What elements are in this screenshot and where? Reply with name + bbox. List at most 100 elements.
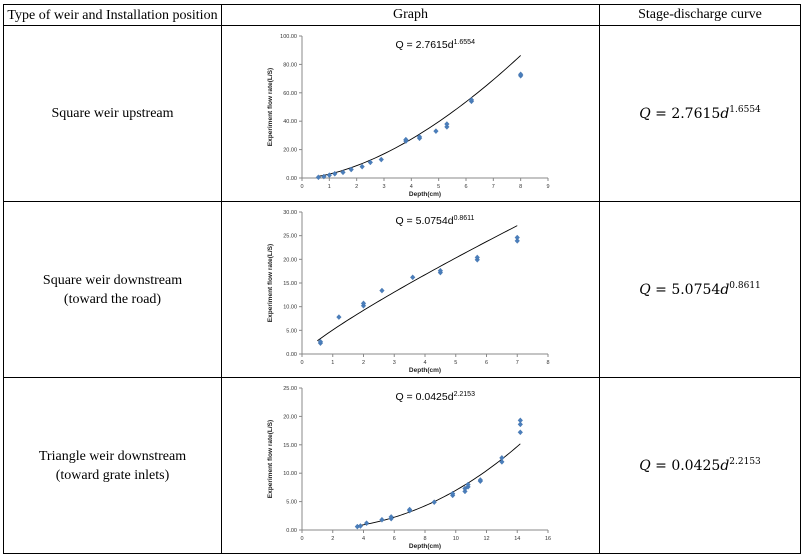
y-tick-label: 20.00	[283, 414, 297, 420]
x-tick-label: 3	[382, 184, 385, 190]
x-tick-label: 2	[355, 184, 358, 190]
data-point	[468, 96, 474, 103]
y-tick-label: 25.00	[283, 386, 297, 392]
y-tick-label: 30.00	[283, 210, 297, 216]
y-tick-label: 5.00	[286, 499, 297, 505]
data-point	[498, 458, 504, 465]
x-tick-label: 5	[437, 184, 440, 190]
weir-type-cell: Triangle weir downstream (toward grate i…	[3, 377, 222, 554]
data-point	[437, 267, 443, 274]
table-row: Square weir downstream (toward the road)…	[3, 201, 801, 378]
header-type: Type of weir and Installation position	[3, 4, 222, 26]
stage-discharge-equation: Q = 0.0425d2.2153	[639, 456, 761, 474]
table-row: Triangle weir downstream (toward grate i…	[3, 377, 801, 554]
graph-cell: 0.00 5.00 10.00 15.00 20.00 25.00 0 2 4 6 8 10 12 14 1…	[221, 377, 600, 554]
x-tick-label: 0	[300, 536, 303, 542]
chart-2: 0.00 5.00 10.00 15.00 20.00 25.00 30.00 0 1 2 3 4 5 6…	[267, 210, 550, 374]
data-point	[474, 254, 480, 260]
x-tick-label: 4	[361, 536, 364, 542]
fit-equation-label: Q = 5.0754d0.8611	[395, 215, 474, 227]
data-point	[378, 287, 385, 293]
results-table: Type of weir and Installation position G…	[3, 4, 801, 554]
data-point	[378, 156, 384, 162]
weir-type-cell: Square weir downstream (toward the road)	[3, 201, 222, 378]
data-point	[416, 133, 422, 140]
y-tick-label: 0.00	[286, 352, 297, 358]
header-curve: Stage-discharge curve	[599, 4, 801, 26]
data-point	[431, 498, 437, 505]
data-point	[517, 421, 523, 427]
x-tick-label: 14	[514, 536, 520, 542]
graph-cell: 0.00 20.00 40.00 60.00 80.00 100.00 0 1 2 3 4 5 6 7 8 9…	[221, 25, 600, 202]
fit-curve	[317, 54, 521, 177]
x-tick-label: 2	[361, 360, 364, 366]
x-tick-label: 4	[409, 184, 412, 190]
fit-curve	[356, 442, 521, 526]
data-point	[461, 488, 468, 494]
data-point	[514, 237, 520, 244]
data-point	[367, 159, 373, 165]
y-tick-label: 10.00	[283, 471, 297, 477]
y-tick-label: 0.00	[286, 176, 297, 182]
weir-type-line1: Square weir upstream	[51, 106, 174, 121]
data-point	[357, 522, 363, 529]
x-tick-label: 0	[300, 184, 303, 190]
stage-discharge-equation: Q = 2.7615d1.6554	[639, 104, 761, 122]
data-point	[443, 120, 449, 127]
graph-cell: 0.00 5.00 10.00 15.00 20.00 25.00 30.00 0 1 2 3 4 5 6…	[221, 201, 600, 378]
x-tick-label: 6	[464, 184, 467, 190]
x-tick-label: 3	[392, 360, 395, 366]
x-tick-label: 7	[515, 360, 518, 366]
weir-type-line1: Triangle weir downstream	[38, 448, 187, 464]
x-tick-label: 2	[331, 536, 334, 542]
data-point	[359, 163, 365, 169]
y-tick-label: 100.00	[280, 34, 297, 40]
x-tick-label: 12	[483, 536, 489, 542]
y-tick-label: 80.00	[283, 62, 297, 68]
chart-3: 0.00 5.00 10.00 15.00 20.00 25.00 0 2 4 6 8 10 12 14 1…	[267, 386, 551, 550]
data-point	[514, 234, 520, 240]
weir-type-line1: Square weir downstream	[42, 272, 183, 288]
weir-type-line2: (toward the road)	[63, 291, 162, 307]
x-axis-label: Depth(cm)	[408, 367, 440, 374]
x-tick-label: 6	[484, 360, 487, 366]
data-point	[388, 513, 394, 520]
fit-equation-label: Q = 2.7615d1.6554	[395, 39, 475, 51]
fit-curve	[316, 224, 517, 341]
x-tick-label: 1	[327, 184, 330, 190]
x-tick-label: 8	[546, 360, 549, 366]
data-point	[517, 71, 523, 77]
y-tick-label: 5.00	[286, 328, 297, 334]
y-tick-label: 10.00	[283, 304, 297, 310]
y-tick-label: 0.00	[286, 528, 297, 534]
x-tick-label: 8	[423, 536, 426, 542]
x-tick-label: 8	[519, 184, 522, 190]
data-point	[331, 170, 337, 177]
y-axis-label: Experiment flow rate(L/S)	[267, 243, 274, 321]
data-point	[363, 519, 369, 526]
header-graph: Graph	[221, 4, 600, 26]
data-point	[477, 476, 483, 483]
y-tick-label: 15.00	[283, 442, 297, 448]
data-point	[409, 273, 415, 280]
data-point	[360, 300, 366, 306]
curve-cell: Q = 0.0425d2.2153	[599, 377, 801, 554]
data-point	[320, 173, 326, 179]
y-tick-label: 15.00	[283, 281, 297, 287]
data-point	[498, 454, 504, 461]
data-point	[378, 516, 385, 523]
header-row: Type of weir and Installation position G…	[3, 4, 801, 26]
data-point	[315, 173, 321, 180]
data-point	[406, 506, 412, 512]
table-row: Square weir upstream 0.00 20.00 40.00 60.00…	[3, 25, 801, 202]
x-tick-label: 7	[491, 184, 494, 190]
data-point	[517, 417, 523, 423]
weir-type-cell: Square weir upstream	[3, 25, 222, 202]
data-point	[335, 313, 342, 320]
y-tick-label: 60.00	[283, 90, 297, 96]
x-tick-label: 10	[452, 536, 458, 542]
data-point	[443, 123, 449, 130]
x-tick-label: 1	[331, 360, 334, 366]
x-tick-label: 4	[423, 360, 426, 366]
chart-1: 0.00 20.00 40.00 60.00 80.00 100.00 0 1 2 3 4 5 6 7 8 9…	[267, 34, 550, 198]
